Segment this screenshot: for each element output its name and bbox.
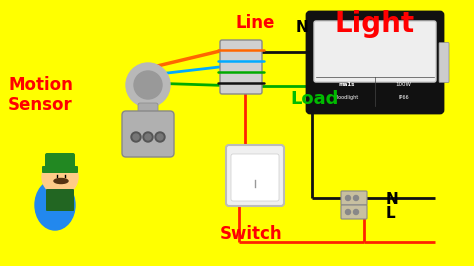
Text: ma1s: ma1s (338, 82, 355, 87)
Text: 100W: 100W (396, 82, 411, 87)
Text: N: N (386, 193, 399, 207)
FancyBboxPatch shape (46, 189, 74, 211)
Text: IP66: IP66 (398, 95, 409, 100)
FancyBboxPatch shape (45, 153, 75, 171)
FancyBboxPatch shape (42, 166, 78, 173)
Circle shape (155, 132, 165, 142)
FancyBboxPatch shape (341, 205, 367, 219)
FancyBboxPatch shape (231, 154, 279, 201)
Text: Motion
Sensor: Motion Sensor (8, 76, 73, 114)
FancyBboxPatch shape (341, 191, 367, 205)
Text: Floodlight: Floodlight (334, 95, 358, 100)
Circle shape (133, 134, 139, 140)
Ellipse shape (35, 180, 75, 230)
Circle shape (346, 210, 350, 214)
Circle shape (134, 71, 162, 99)
Ellipse shape (54, 178, 68, 184)
Circle shape (354, 210, 358, 214)
Circle shape (346, 196, 350, 201)
FancyBboxPatch shape (220, 40, 262, 94)
FancyBboxPatch shape (439, 43, 449, 82)
Text: N: N (295, 20, 308, 35)
Circle shape (145, 134, 151, 140)
Text: Switch: Switch (220, 225, 283, 243)
Text: Line: Line (235, 14, 275, 32)
Circle shape (157, 134, 163, 140)
Circle shape (126, 63, 170, 107)
Circle shape (354, 196, 358, 201)
Circle shape (131, 132, 141, 142)
Text: L: L (386, 206, 396, 222)
Text: Load: Load (290, 90, 338, 108)
Text: Light: Light (335, 10, 415, 38)
FancyBboxPatch shape (226, 145, 284, 206)
FancyBboxPatch shape (122, 111, 174, 157)
Circle shape (42, 159, 78, 195)
FancyBboxPatch shape (307, 12, 443, 113)
Circle shape (143, 132, 153, 142)
FancyBboxPatch shape (314, 21, 436, 82)
FancyBboxPatch shape (138, 103, 158, 119)
